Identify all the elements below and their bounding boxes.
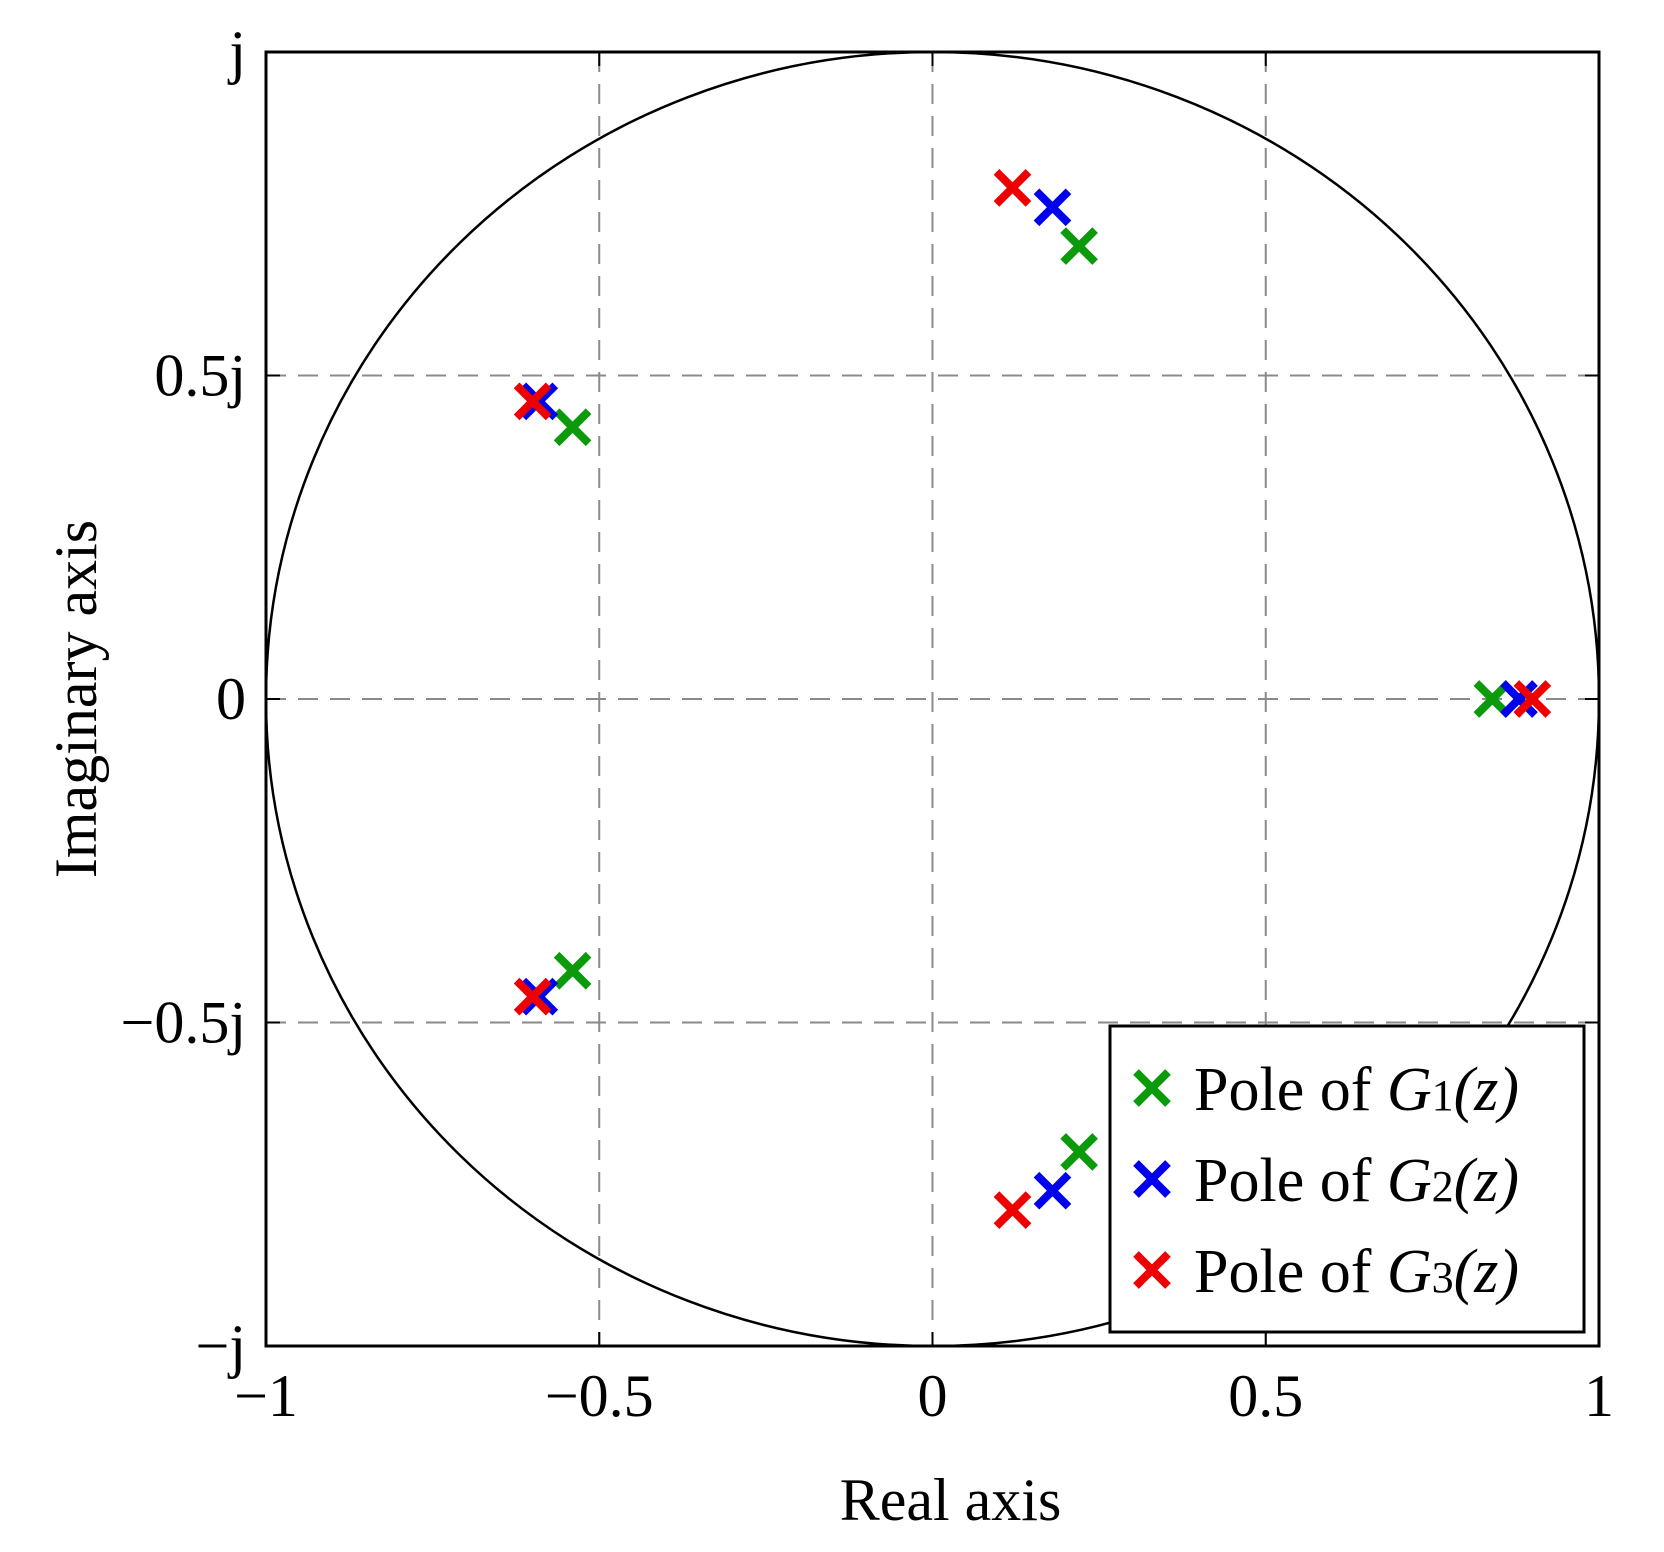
pole-marker-g3: [993, 1191, 1032, 1229]
pole-marker-g2: [520, 977, 559, 1016]
marker-stroke: [1060, 1133, 1098, 1171]
marker-stroke: [1033, 188, 1072, 227]
marker-stroke: [1033, 1171, 1072, 1210]
y-axis-label: Imaginary axis: [43, 520, 109, 878]
grid: [266, 52, 1599, 1346]
x-axis-label: Real axis: [840, 1467, 1062, 1533]
marker-stroke: [553, 408, 592, 447]
legend: Pole of G1(z) Pole of G2(z) Pole of G3(z): [1108, 1024, 1586, 1334]
pole-marker-g2: [520, 382, 559, 421]
x-tick-label: 1: [1584, 1363, 1614, 1429]
marker-stroke: [1133, 1160, 1171, 1198]
y-tick-label: j: [227, 19, 246, 85]
legend-marker-g1: [1133, 1069, 1171, 1107]
legend-label: Pole of G2(z): [1194, 1147, 1519, 1215]
marker-stroke: [513, 977, 552, 1016]
legend-label: Pole of G1(z): [1194, 1056, 1519, 1124]
pole-marker-g2: [1033, 1171, 1072, 1210]
pole-marker-g1: [1060, 1133, 1098, 1171]
marker-stroke: [513, 382, 552, 421]
marker-stroke: [1500, 680, 1538, 718]
marker-stroke: [520, 382, 559, 421]
legend-label: Pole of G3(z): [1194, 1238, 1519, 1306]
pole-marker-g3: [513, 977, 552, 1016]
marker-stroke: [1133, 1069, 1171, 1107]
pole-marker-g3: [993, 169, 1032, 207]
y-tick-label: 0.5j: [154, 343, 246, 409]
x-tick-label: −0.5: [545, 1363, 654, 1429]
legend-box: [1108, 1024, 1586, 1334]
axis-ticks: −1 −0.5 0 0.5 1 j 0.5j 0 −0.5j −j: [120, 19, 1614, 1429]
pole-marker-g3: [1513, 680, 1552, 718]
marker-stroke: [520, 977, 559, 1016]
x-tick-label: 0: [918, 1363, 948, 1429]
pole-markers: [513, 169, 1552, 1229]
legend-marker-g2: [1133, 1160, 1171, 1198]
pole-marker-g1: [553, 951, 592, 990]
x-tick-label: −1: [234, 1363, 298, 1429]
marker-stroke: [993, 1191, 1032, 1229]
marker-stroke: [1513, 680, 1552, 718]
pole-marker-g1: [553, 408, 592, 447]
marker-stroke: [553, 951, 592, 990]
x-tick-label: 0.5: [1228, 1363, 1303, 1429]
y-tick-label: −0.5j: [120, 990, 246, 1056]
y-tick-label: 0: [216, 666, 246, 732]
marker-stroke: [993, 169, 1032, 207]
legend-marker-g3: [1133, 1251, 1171, 1289]
y-tick-label: −j: [195, 1313, 246, 1379]
pole-marker-g2: [1033, 188, 1072, 227]
pole-marker-g2: [1500, 680, 1538, 718]
marker-stroke: [1060, 227, 1098, 265]
marker-stroke: [1133, 1251, 1171, 1289]
pole-marker-g3: [513, 382, 552, 421]
pole-marker-g1: [1060, 227, 1098, 265]
